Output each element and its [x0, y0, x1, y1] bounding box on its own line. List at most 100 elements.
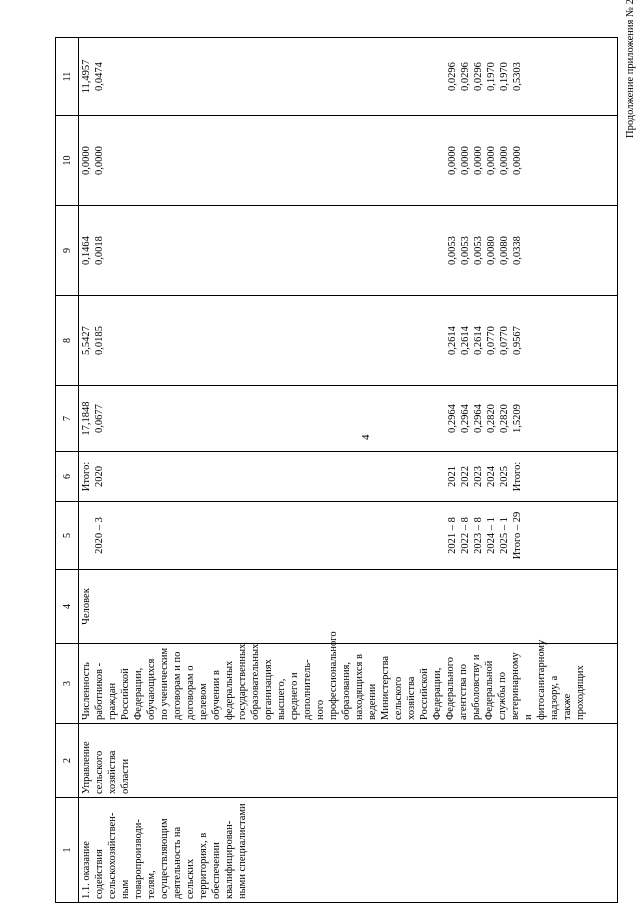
col-number-2: 2 — [55, 723, 79, 798]
table-line: 0,0185 — [94, 326, 105, 355]
year-labels-bottom: 2021 2022 2023 2024 2025 Итого: — [446, 455, 524, 498]
table-line: 0,2820 — [499, 404, 510, 433]
table-line: 0,0000 — [512, 146, 523, 175]
cell-executor: Управление сельского хозяйства области — [78, 723, 618, 798]
cell-years-counts: 2020 – 3 2021 – 8 2022 – 8 2023 – 8 2024 – … — [78, 501, 618, 570]
values-11-top: 11,4957 0,0474 — [80, 41, 106, 112]
col-number-3: 3 — [55, 643, 79, 724]
col-number-5: 5 — [55, 501, 79, 570]
cell-gap — [106, 299, 446, 382]
cell-values-8: 5,5427 0,0185 0,2614 0,2614 0,2614 0,0770 0,0… — [78, 295, 618, 386]
table-line: 0,2614 — [473, 326, 484, 355]
cell-values-11: 11,4957 0,0474 0,0296 0,0296 0,0296 0,1970 0,… — [78, 37, 618, 116]
table-line: 0,0000 — [447, 146, 458, 175]
table-line: 0,9567 — [512, 326, 523, 355]
col-number-9: 9 — [55, 205, 79, 296]
values-7-bottom: 0,2964 0,2964 0,2964 0,2820 0,2820 1,5209 — [446, 389, 524, 448]
cell-measure-name: 1.1. оказание содействия сельскохозяйств… — [78, 797, 618, 903]
values-11-bottom: 0,0296 0,0296 0,0296 0,1970 0,1970 0,5303 — [446, 41, 524, 112]
cell-values-7: 17,1848 0,0677 0,2964 0,2964 0,2964 0,2820 0,… — [78, 385, 618, 452]
table-line: 0,1970 — [499, 62, 510, 91]
table-line: 2024 — [486, 466, 497, 487]
cell-gap — [106, 389, 446, 448]
cell-gap — [106, 41, 446, 112]
table-line: Итого: — [512, 461, 523, 492]
values-9-top: 0,1464 0,0018 — [80, 209, 106, 292]
table-line: 2023 – 8 — [473, 517, 484, 554]
col-number-6: 6 — [55, 451, 79, 502]
table-line: 0,2614 — [447, 326, 458, 355]
unit-text: Человек — [81, 588, 92, 625]
values-8-top: 5,5427 0,0185 — [80, 299, 106, 382]
data-row: 1.1. оказание содействия сельскохозяйств… — [78, 37, 618, 903]
table-line: 2025 — [499, 466, 510, 487]
cell-gap — [106, 455, 446, 498]
cell-year-labels: Итого: 2020 2021 2022 2023 2024 2025 Итого: — [78, 451, 618, 502]
table-line: 0,5303 — [512, 62, 523, 91]
table-line: 0,0080 — [499, 236, 510, 265]
cell-gap — [106, 119, 446, 202]
table-line: 0,0053 — [447, 236, 458, 265]
values-10-bottom: 0,0000 0,0000 0,0000 0,0000 0,0000 0,0000 — [446, 119, 524, 202]
values-10-top: 0,0000 0,0000 — [80, 119, 106, 202]
table-line: 0,2614 — [460, 326, 471, 355]
table-line: Итого – 29 — [512, 511, 523, 560]
table-line: 0,1970 — [486, 62, 497, 91]
table-line: 0,0053 — [473, 236, 484, 265]
executor-text: Управление сельского хозяйства области — [81, 741, 131, 794]
cell-gap — [106, 505, 446, 566]
values-7-top: 17,1848 0,0677 — [80, 389, 106, 448]
table-line: 0,2964 — [447, 404, 458, 433]
cell-gap — [106, 209, 446, 292]
table-line: 2022 — [460, 466, 471, 487]
table-line: 2022 – 8 — [460, 517, 471, 554]
table-line: 0,0296 — [473, 62, 484, 91]
table-line: 0,0000 — [473, 146, 484, 175]
table-line: 2020 — [94, 466, 105, 487]
table-line: 5,5427 — [81, 326, 92, 355]
cell-indicator: Численность работников - граждан Российс… — [78, 631, 618, 724]
col-number-1: 1 — [55, 797, 79, 903]
table-line: 0,0080 — [486, 236, 497, 265]
continuation-annotation: Продолжение приложения № 2 — [625, 0, 636, 138]
table-line: 0,0770 — [486, 326, 497, 355]
table-line: 0,0000 — [486, 146, 497, 175]
rotated-table-container: 1 2 3 4 5 6 7 8 9 10 11 1.1. оказание со… — [55, 37, 618, 903]
table-line: 0,0770 — [499, 326, 510, 355]
table-line: 1,5209 — [512, 404, 523, 433]
table-line: 0,0000 — [94, 146, 105, 175]
col-number-10: 10 — [55, 115, 79, 206]
col-number-4: 4 — [55, 569, 79, 644]
cell-unit: Человек — [78, 569, 618, 644]
table-line: 0,2964 — [460, 404, 471, 433]
table-line: 0,0000 — [499, 146, 510, 175]
column-number-row: 1 2 3 4 5 6 7 8 9 10 11 — [55, 37, 79, 903]
table-line: 0,0296 — [447, 62, 458, 91]
table-line: 2025 – 1 — [499, 517, 510, 554]
table-line: 17,1848 — [81, 401, 92, 436]
table-line: 2024 – 1 — [486, 517, 497, 554]
table-line: 0,0338 — [512, 236, 523, 265]
year-labels-top: Итого: 2020 — [80, 455, 106, 498]
values-9-bottom: 0,0053 0,0053 0,0053 0,0080 0,0080 0,0338 — [446, 209, 524, 292]
table-line: 2023 — [473, 466, 484, 487]
table-line: 0,0474 — [94, 62, 105, 91]
table-line: 0,0296 — [460, 62, 471, 91]
table-line: 2020 – 3 — [94, 517, 105, 554]
table-line: 0,0677 — [94, 404, 105, 433]
table-line: 0,1464 — [81, 236, 92, 265]
years-counts-top: 2020 – 3 — [80, 505, 106, 566]
table-line: 0,0000 — [460, 146, 471, 175]
table-line: 2021 — [447, 466, 458, 487]
table-line: 2021 – 8 — [447, 517, 458, 554]
cell-values-10: 0,0000 0,0000 0,0000 0,0000 0,0000 0,0000 0,0… — [78, 115, 618, 206]
indicator-text: Численность работников - граждан Российс… — [81, 631, 586, 720]
appendix-table: 1 2 3 4 5 6 7 8 9 10 11 1.1. оказание со… — [55, 37, 618, 903]
table-line: 11,4957 — [81, 59, 92, 94]
table-line: 0,0018 — [94, 236, 105, 265]
table-line: 0,0000 — [81, 146, 92, 175]
measure-name-text: 1.1. оказание содействия сельскохозяйств… — [81, 803, 248, 899]
col-number-11: 11 — [55, 37, 79, 116]
cell-values-9: 0,1464 0,0018 0,0053 0,0053 0,0053 0,0080 0,0… — [78, 205, 618, 296]
